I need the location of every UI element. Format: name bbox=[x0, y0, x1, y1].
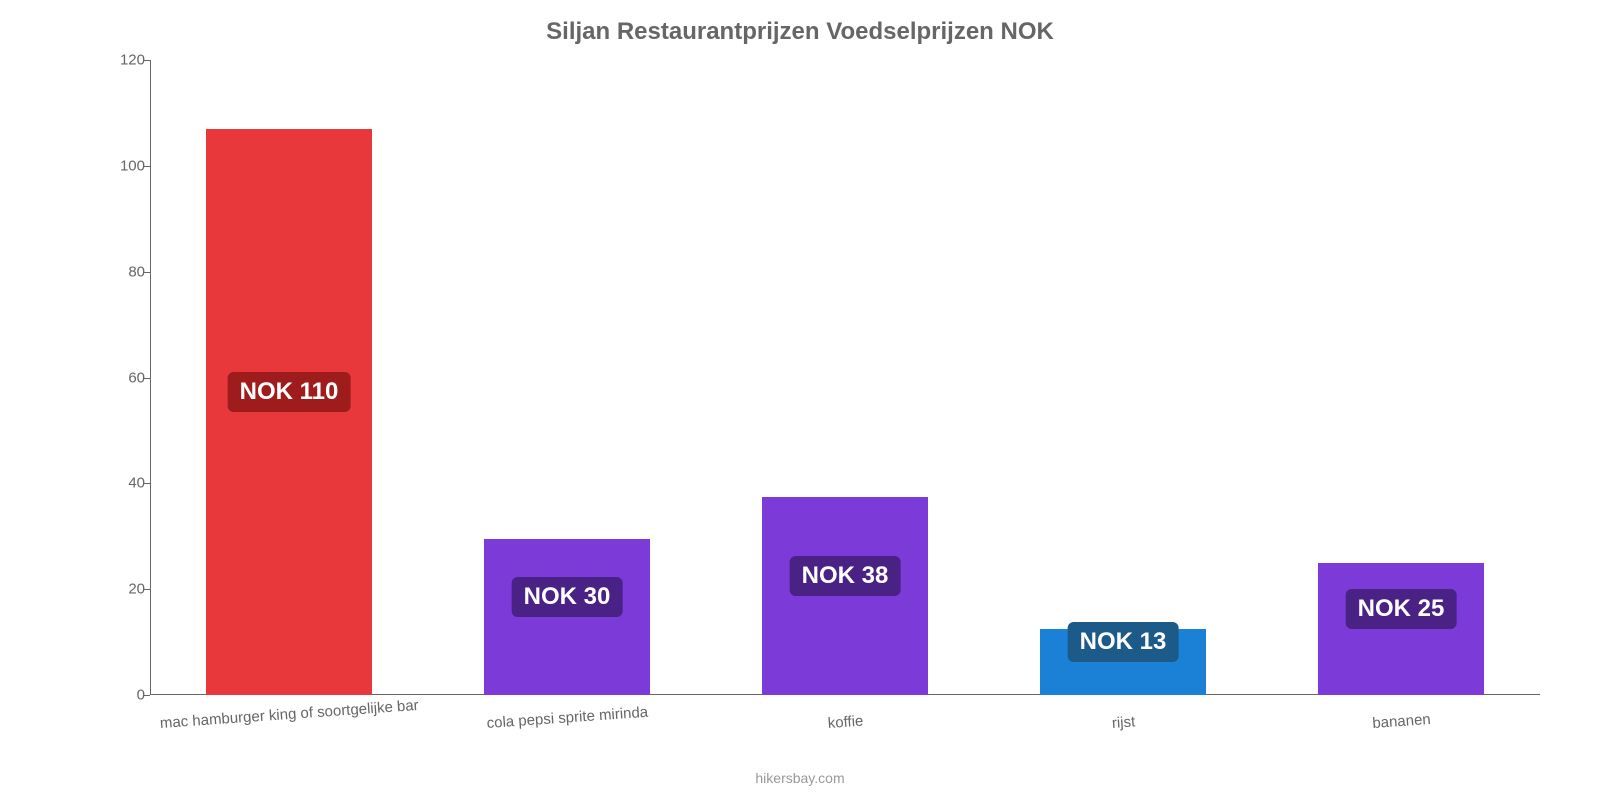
chart-container: Siljan Restaurantprijzen Voedselprijzen … bbox=[0, 0, 1600, 800]
y-tick-label: 100 bbox=[100, 157, 145, 174]
y-tick-label: 40 bbox=[100, 475, 145, 492]
y-tick-mark bbox=[144, 695, 150, 696]
bar bbox=[762, 497, 929, 695]
value-badge: NOK 13 bbox=[1068, 622, 1179, 662]
y-tick-label: 120 bbox=[100, 52, 145, 69]
value-badge: NOK 25 bbox=[1346, 589, 1457, 629]
value-badge: NOK 30 bbox=[512, 577, 623, 617]
bar bbox=[1318, 563, 1485, 695]
x-category-label: mac hamburger king of soortgelijke bar bbox=[159, 697, 419, 732]
x-category-label: bananen bbox=[1372, 711, 1431, 732]
y-tick-label: 0 bbox=[100, 687, 145, 704]
plot-area: 020406080100120 NOK 110mac hamburger kin… bbox=[150, 60, 1540, 695]
bar bbox=[484, 539, 651, 695]
x-category-label: cola pepsi sprite mirinda bbox=[486, 704, 649, 732]
y-tick-label: 20 bbox=[100, 581, 145, 598]
y-tick-label: 60 bbox=[100, 369, 145, 386]
value-badge: NOK 38 bbox=[790, 556, 901, 596]
value-badge: NOK 110 bbox=[228, 372, 351, 412]
y-tick-label: 80 bbox=[100, 263, 145, 280]
chart-title: Siljan Restaurantprijzen Voedselprijzen … bbox=[0, 0, 1600, 46]
x-category-label: koffie bbox=[827, 713, 864, 732]
bars-group: NOK 110mac hamburger king of soortgelijk… bbox=[150, 60, 1540, 695]
x-category-label: rijst bbox=[1111, 713, 1135, 732]
attribution-text: hikersbay.com bbox=[0, 770, 1600, 786]
